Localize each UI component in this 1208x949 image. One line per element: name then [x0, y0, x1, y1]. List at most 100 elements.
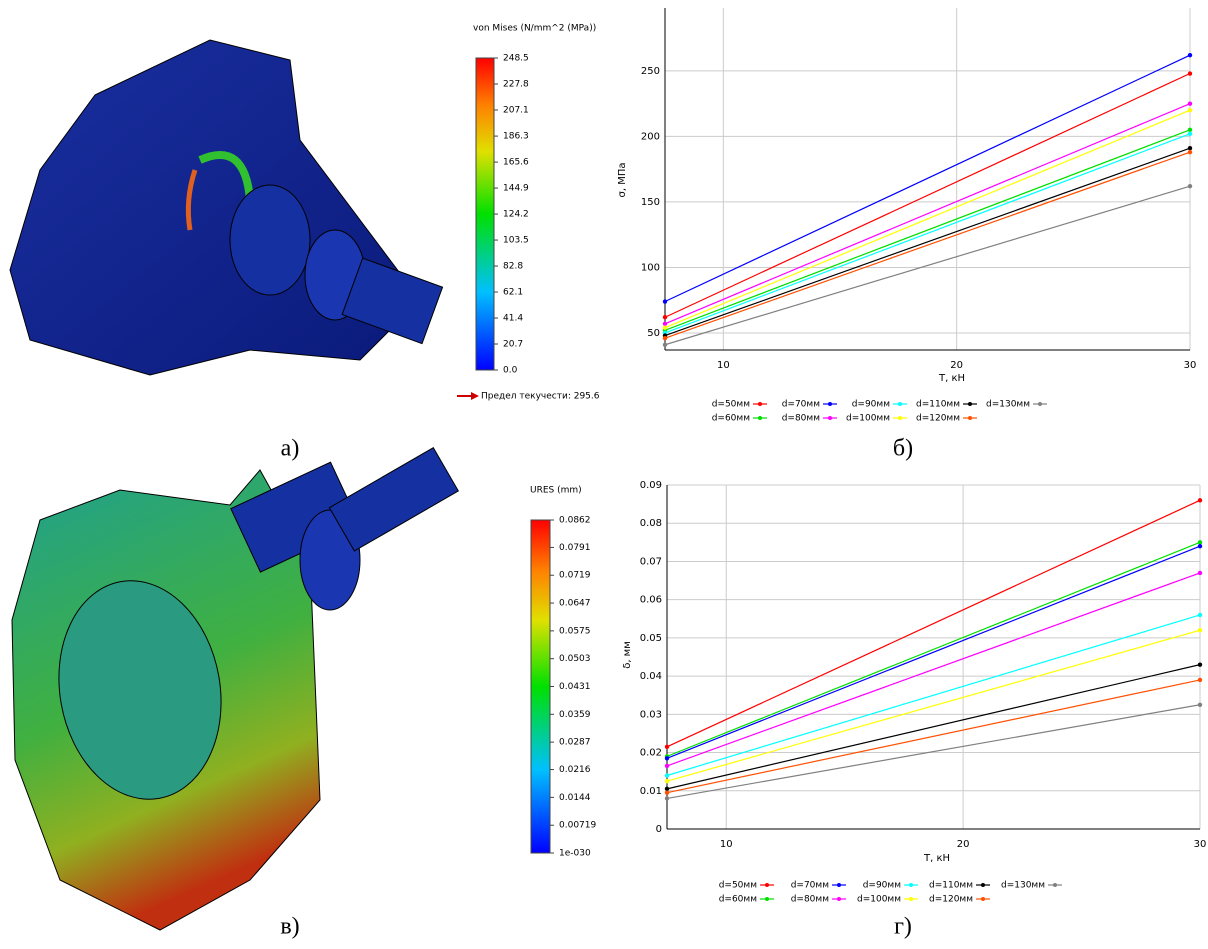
- legend-marker: [758, 402, 762, 406]
- legend-marker: [758, 416, 762, 420]
- colorbar-tick-label: 165.6: [503, 158, 529, 168]
- colorbar-tick-label: 62.1: [503, 288, 523, 298]
- series-line: [666, 629, 1201, 782]
- series-line: [666, 664, 1201, 790]
- point: [1197, 543, 1203, 549]
- caption: а): [281, 436, 300, 462]
- y-tick-label: 0.07: [640, 556, 662, 567]
- legend-marker: [981, 897, 985, 901]
- series-line: [664, 151, 1191, 339]
- series-line: [664, 133, 1191, 334]
- colorbar-tick-label: 20.7: [503, 340, 523, 350]
- point: [1187, 127, 1193, 133]
- y-tick-label: 250: [641, 66, 660, 77]
- legend-label: d=70мм: [791, 881, 829, 891]
- series-line: [664, 147, 1191, 337]
- point: [664, 786, 670, 792]
- point: [662, 299, 668, 304]
- legend-label: d=90мм: [852, 400, 890, 410]
- colorbar-tick-label: 144.9: [503, 184, 529, 194]
- legend-marker: [828, 416, 832, 420]
- point: [1197, 662, 1203, 667]
- y-tick-label: 50: [647, 328, 660, 339]
- point: [1187, 131, 1193, 136]
- y-axis-label: δ, мм: [622, 641, 633, 669]
- colorbar-tick-label: 41.4: [503, 314, 523, 324]
- series-line: [666, 572, 1201, 767]
- legend-marker: [898, 402, 902, 406]
- y-tick-label: 0.05: [640, 633, 662, 644]
- colorbar-tick-label: 0.0287: [559, 738, 591, 748]
- legend-label: d=120мм: [916, 414, 960, 424]
- legend-marker: [909, 883, 913, 887]
- legend-marker: [968, 402, 972, 406]
- legend-label: d=100мм: [857, 895, 901, 905]
- legend-label: d=110мм: [916, 400, 960, 410]
- point: [1187, 101, 1193, 106]
- series-line: [664, 103, 1191, 325]
- point: [1187, 146, 1193, 151]
- colorbar-title: URES (mm): [530, 486, 582, 496]
- legend-label: d=110мм: [929, 881, 973, 891]
- series-line: [664, 72, 1191, 318]
- y-tick-label: 100: [641, 262, 660, 273]
- y-tick-label: 0.01: [640, 786, 662, 797]
- x-tick-label: 20: [957, 839, 970, 850]
- legend-label: d=130мм: [1001, 881, 1045, 891]
- colorbar-tick-label: 0.0503: [559, 654, 591, 664]
- point: [664, 790, 670, 795]
- legend-label: d=50мм: [712, 400, 750, 410]
- legend-label: d=60мм: [719, 895, 757, 905]
- colorbar-tick-label: 0.0216: [559, 765, 591, 775]
- x-axis-label: T, кН: [938, 373, 965, 384]
- colorbar-tick-label: 0.0431: [559, 682, 591, 692]
- legend-label: d=130мм: [986, 400, 1030, 410]
- point: [1197, 570, 1203, 576]
- point: [662, 336, 668, 341]
- note: Предел текучести: 295.6: [481, 392, 600, 402]
- legend-marker: [968, 416, 972, 420]
- legend-marker: [837, 883, 841, 887]
- colorbar-tick-label: 0.00719: [559, 821, 596, 831]
- y-tick-label: 0: [656, 824, 662, 835]
- x-tick-label: 10: [717, 360, 730, 371]
- caption: в): [280, 914, 299, 940]
- point: [1197, 540, 1203, 545]
- x-tick-label: 10: [720, 839, 733, 850]
- point: [664, 756, 670, 761]
- legend-label: d=120мм: [929, 895, 973, 905]
- legend-marker: [898, 416, 902, 420]
- colorbar: [475, 57, 495, 371]
- series-line: [666, 704, 1201, 800]
- point: [1197, 702, 1203, 707]
- colorbar-tick-label: 207.1: [503, 105, 529, 115]
- legend-marker: [828, 402, 832, 406]
- series-line: [664, 54, 1191, 303]
- legend-label: d=70мм: [782, 400, 820, 410]
- colorbar-tick-label: 227.8: [503, 79, 529, 89]
- colorbar-title: von Mises (N/mm^2 (MPa)): [473, 24, 596, 34]
- colorbar-tick-label: 0.0: [503, 366, 518, 376]
- x-tick-label: 30: [1184, 360, 1197, 371]
- x-tick-label: 30: [1194, 839, 1207, 850]
- caption: г): [894, 914, 912, 940]
- y-tick-label: 0.02: [640, 748, 662, 759]
- fea-displacement-image: [11, 446, 459, 931]
- note-arrow-head: [471, 392, 479, 400]
- point: [1197, 612, 1203, 618]
- x-tick-label: 20: [950, 360, 963, 371]
- y-tick-label: 0.08: [640, 518, 662, 529]
- y-tick-label: 0.06: [640, 595, 662, 606]
- series-line: [664, 185, 1191, 346]
- series-line: [664, 109, 1191, 329]
- colorbar-tick-label: 0.0791: [559, 543, 591, 553]
- caption: б): [893, 436, 913, 462]
- y-tick-label: 0.09: [640, 480, 662, 491]
- series-line: [666, 541, 1201, 757]
- x-axis-label: T, кН: [923, 853, 950, 864]
- legend-label: d=100мм: [846, 414, 890, 424]
- legend-label: d=90мм: [863, 881, 901, 891]
- colorbar-tick-label: 0.0359: [559, 710, 591, 720]
- legend-marker: [981, 883, 985, 887]
